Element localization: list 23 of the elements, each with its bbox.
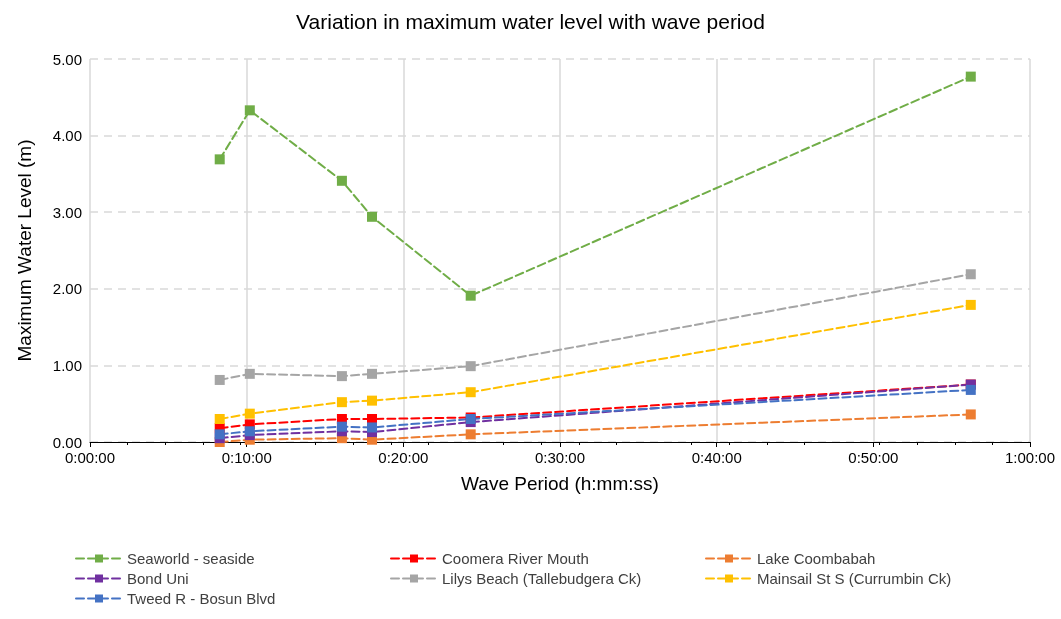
x-tick-label: 0:50:00 xyxy=(848,449,899,466)
legend-label: Lake Coombabah xyxy=(757,550,876,567)
x-tick-label: 0:20:00 xyxy=(378,449,429,466)
y-tick-label: 1.00 xyxy=(52,356,82,374)
y-axis-title: Maximum Water Level (m) xyxy=(14,139,35,362)
x-axis-title: Wave Period (h:mm:ss) xyxy=(461,473,659,494)
y-tick-label: 0.00 xyxy=(52,433,82,451)
legend-label: Coomera River Mouth xyxy=(442,550,589,567)
legend-label: Seaworld - seaside xyxy=(127,550,255,567)
x-tick-label: 0:10:00 xyxy=(221,449,272,466)
x-tick-label: 0:40:00 xyxy=(691,449,742,466)
x-tick-label: 0:30:00 xyxy=(534,449,586,466)
legend-label: Bond Uni xyxy=(127,570,189,587)
y-tick-label: 4.00 xyxy=(52,127,82,145)
legend-label: Tweed R - Bosun Blvd xyxy=(127,590,276,607)
y-tick-label: 2.00 xyxy=(52,280,82,298)
legend-label: Lilys Beach (Tallebudgera Ck) xyxy=(442,570,642,587)
chart-title: Variation in maximum water level with wave period xyxy=(296,10,765,33)
y-tick-label: 3.00 xyxy=(52,203,82,221)
x-tick-label: 0:00:00 xyxy=(64,449,116,466)
y-tick-label: 5.00 xyxy=(52,50,82,68)
legend-label: Mainsail St S (Currumbin Ck) xyxy=(757,570,952,587)
x-tick-label: 1:00:00 xyxy=(1004,449,1056,466)
